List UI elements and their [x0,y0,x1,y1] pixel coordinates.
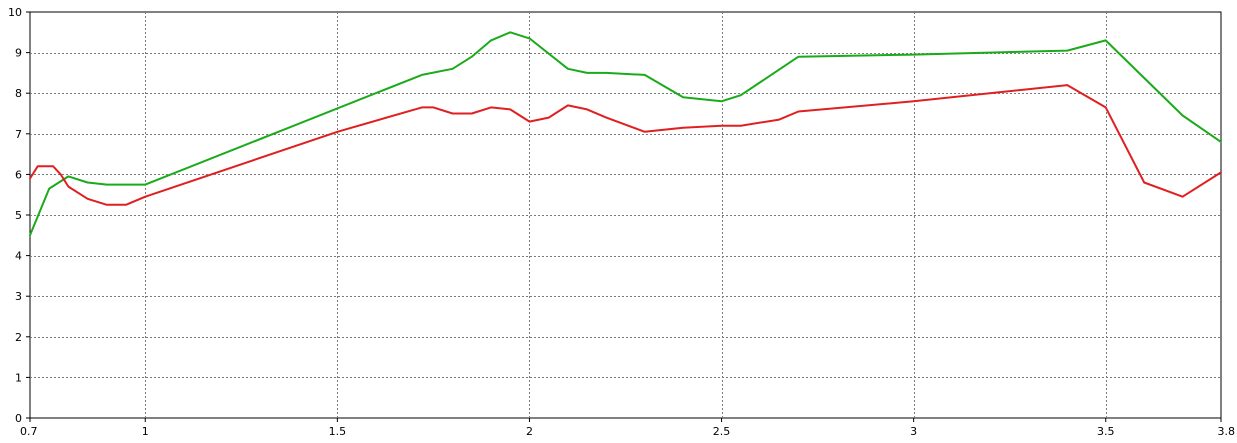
series-line-2 [29,84,1222,206]
y-tick-label: 7 [15,128,22,141]
y-tick-label: 10 [8,6,22,19]
y-tick-label: 8 [15,87,22,100]
x-tick-label: 1.5 [329,425,347,438]
x-tick-label: 1 [142,425,149,438]
y-tick-label: 1 [15,371,22,384]
x-axis-ticks: 0.7 1 1.5 2 2.5 3 3.5 3.8 [20,418,1235,438]
y-tick-label: 4 [15,250,22,263]
x-tick-label: 2 [526,425,533,438]
x-tick-label: 3 [910,425,917,438]
series-group [29,31,1222,237]
x-tick-label: 3.5 [1097,425,1115,438]
series-line-1 [29,31,1222,237]
y-axis-ticks: 0 1 2 3 4 5 6 7 8 9 10 [8,6,30,425]
y-tick-label: 2 [15,331,22,344]
y-tick-label: 3 [15,290,22,303]
x-tick-label: 0.7 [20,425,38,438]
y-tick-label: 9 [15,47,22,60]
y-tick-label: 5 [15,209,22,222]
x-tick-label: 2.5 [713,425,731,438]
grid-lines [30,12,1221,418]
y-tick-label: 6 [15,168,22,181]
x-tick-label: 3.8 [1218,425,1236,438]
y-tick-label: 0 [15,412,22,425]
